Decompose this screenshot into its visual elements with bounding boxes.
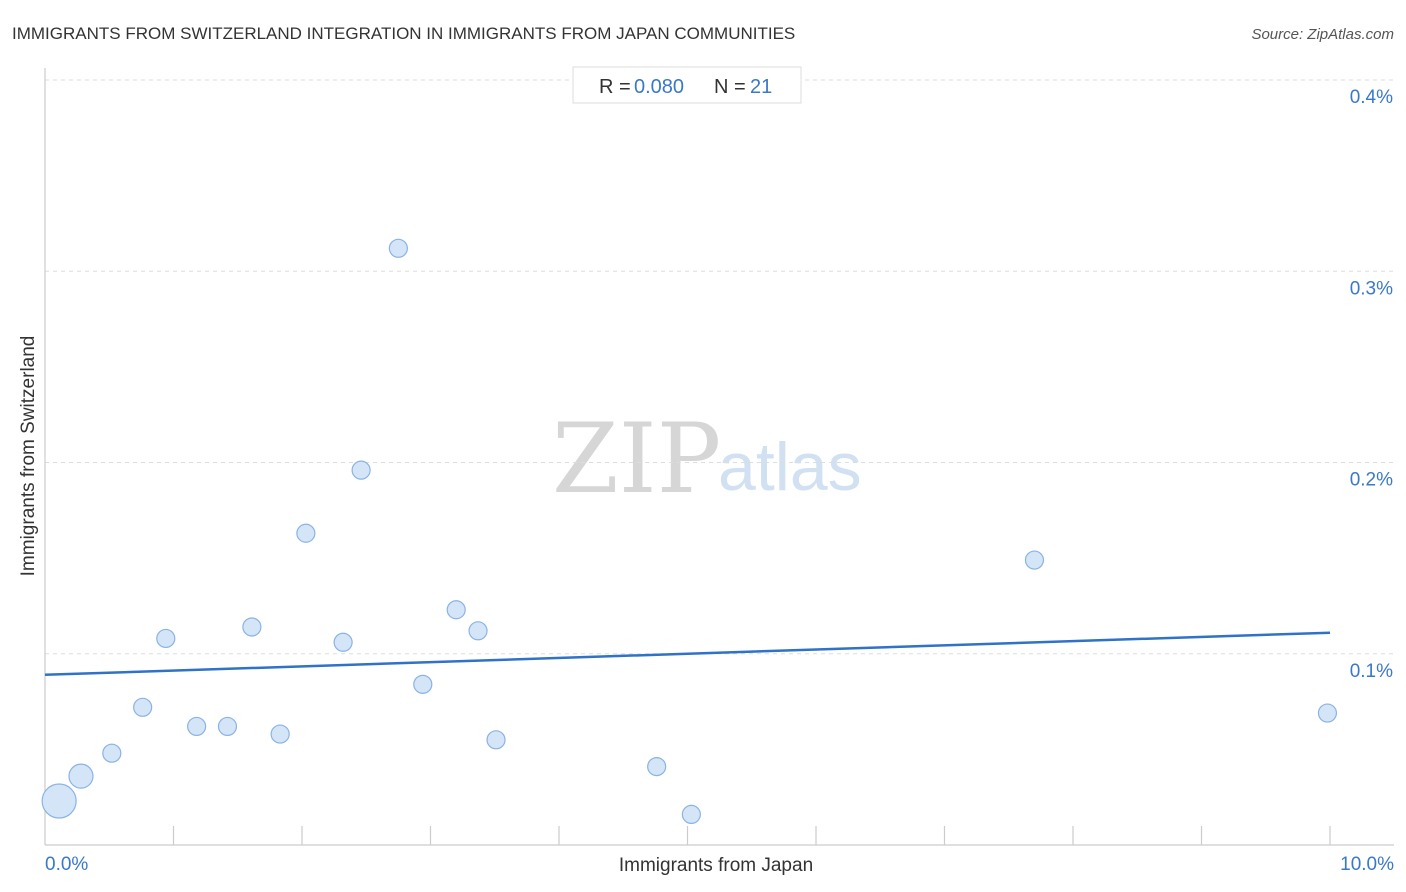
data-point-13 bbox=[413, 674, 433, 694]
data-points bbox=[41, 238, 1338, 825]
data-point-2 bbox=[102, 743, 122, 763]
data-point-6 bbox=[217, 716, 238, 737]
data-point-1 bbox=[68, 763, 94, 789]
data-point-12 bbox=[388, 238, 408, 258]
n-value: 21 bbox=[750, 76, 772, 98]
chart-title: IMMIGRANTS FROM SWITZERLAND INTEGRATION … bbox=[12, 24, 795, 43]
watermark-zip: ZIP bbox=[552, 403, 721, 515]
data-point-16 bbox=[486, 730, 506, 750]
stats-box: R = 0.080 N = 21 bbox=[572, 66, 802, 104]
data-point-8 bbox=[270, 724, 290, 744]
r-value: 0.080 bbox=[634, 76, 684, 98]
axes bbox=[44, 68, 1394, 846]
watermark-atlas: atlas bbox=[718, 429, 862, 505]
y-tick-label-2: 0.3% bbox=[1350, 278, 1393, 299]
x-tick-label-min: 0.0% bbox=[45, 854, 88, 875]
y-axis-title: Immigrants from Switzerland bbox=[18, 336, 39, 577]
data-point-11 bbox=[351, 460, 371, 480]
chart-source: Source: ZipAtlas.com bbox=[1251, 26, 1394, 43]
data-point-9 bbox=[296, 523, 316, 543]
data-point-0 bbox=[41, 783, 77, 819]
x-ticks bbox=[172, 826, 1331, 845]
data-point-15 bbox=[468, 621, 488, 641]
data-point-18 bbox=[681, 804, 701, 825]
r-label: R = bbox=[599, 76, 631, 98]
stats-box-frame bbox=[572, 66, 802, 104]
y-tick-label-3: 0.4% bbox=[1350, 87, 1393, 108]
gridlines bbox=[45, 79, 1394, 655]
y-tick-labels: 0.1% 0.2% 0.3% 0.4% bbox=[1350, 87, 1393, 682]
data-point-17 bbox=[647, 756, 667, 777]
x-tick-label-max: 10.0% bbox=[1340, 854, 1394, 875]
data-point-10 bbox=[333, 632, 353, 652]
data-point-14 bbox=[446, 600, 466, 620]
x-axis-title: Immigrants from Japan bbox=[619, 855, 813, 876]
y-tick-label-0: 0.1% bbox=[1350, 661, 1393, 682]
trend-line bbox=[44, 631, 1331, 677]
data-point-20 bbox=[1317, 703, 1338, 723]
y-tick-label-1: 0.2% bbox=[1350, 470, 1393, 491]
data-point-4 bbox=[156, 628, 176, 649]
data-point-7 bbox=[242, 617, 262, 637]
n-label: N = bbox=[714, 76, 746, 98]
data-point-19 bbox=[1024, 550, 1045, 570]
data-point-3 bbox=[133, 697, 153, 717]
data-point-5 bbox=[187, 716, 207, 737]
